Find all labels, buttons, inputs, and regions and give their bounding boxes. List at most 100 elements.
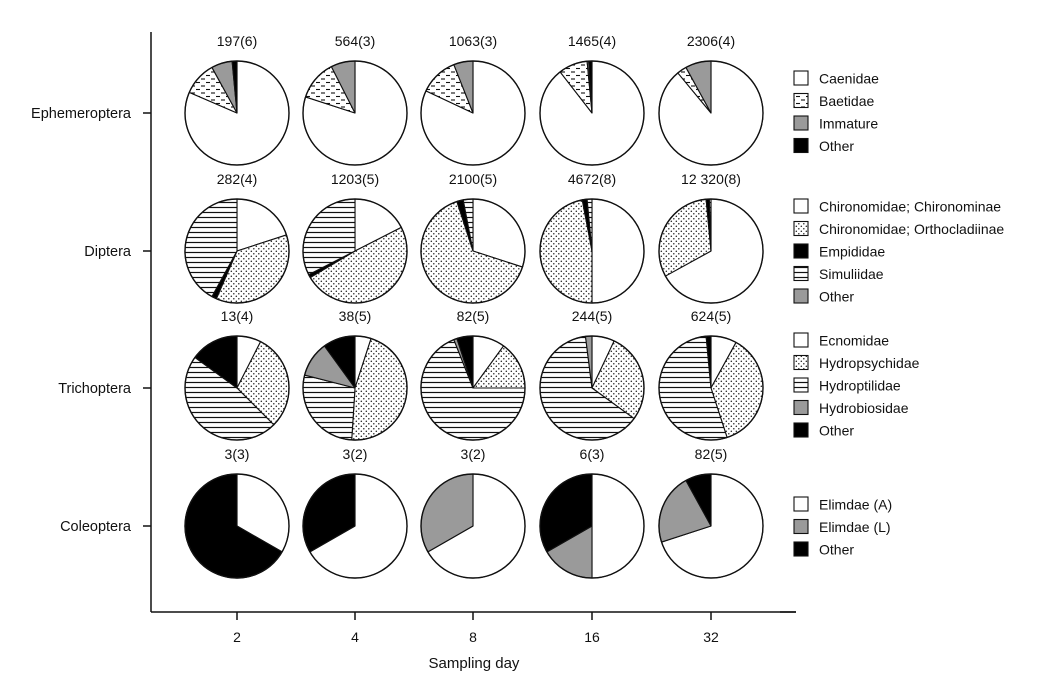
legend-label-other: Other: [819, 423, 854, 439]
legend-swatch-hydropsychidae: [793, 354, 809, 371]
pie-diptera-day-4: 1203(5): [302, 171, 408, 304]
pie-outline: [539, 198, 645, 304]
pie-count-label: 2306(4): [687, 33, 735, 49]
legend-label-elimdae-a: Elimdae (A): [819, 497, 892, 513]
legend-trichoptera: Ecnomidae Hydropsychidae Hydroptilidae Hydr…: [793, 332, 920, 439]
pie-count-label: 564(3): [335, 33, 375, 49]
legend-swatch-elimdae-l: [793, 518, 809, 535]
x-axis-label: Sampling day: [429, 655, 520, 672]
legend-swatch-other: [793, 422, 809, 438]
pie-outline: [658, 60, 764, 166]
pie-outline: [420, 60, 526, 166]
pie-count-label: 82(5): [457, 308, 490, 324]
pie-count-label: 1063(3): [449, 33, 497, 49]
pie-outline: [658, 335, 764, 441]
legend-label-ecnomidae: Ecnomidae: [819, 333, 889, 349]
legend-label-other: Other: [819, 138, 854, 154]
legend-diptera: Chironomidae; Chironominae Chironomidae; …: [793, 198, 1004, 305]
pie-count-label: 1203(5): [331, 171, 379, 187]
pie-outline: [302, 473, 408, 579]
pie-trichoptera-day-32: 624(5): [658, 308, 764, 441]
pie-ephemeroptera-day-16: 1465(4): [539, 33, 645, 166]
pie-count-label: 282(4): [217, 171, 257, 187]
legend-swatch-baetidae: [793, 92, 809, 109]
pie-count-label: 12 320(8): [681, 171, 741, 187]
legend-label-chironomidae-chironominae: Chironomidae; Chironominae: [819, 199, 1001, 215]
pie-coleoptera-day-4: 3(2): [302, 446, 408, 579]
x-tick-label: 2: [233, 629, 241, 645]
legend-swatch-caenidae: [793, 70, 809, 86]
pie-trichoptera-day-4: 38(5): [302, 308, 408, 441]
pie-outline: [184, 335, 290, 441]
pie-outline: [658, 198, 764, 304]
row-label-diptera: Diptera: [84, 244, 132, 260]
pie-count-label: 2100(5): [449, 171, 497, 187]
pie-diptera-day-2: 282(4): [184, 171, 290, 304]
pie-outline: [184, 198, 290, 304]
pie-outline: [420, 473, 526, 579]
pie-count-label: 3(2): [461, 446, 486, 462]
legend-swatch-immature: [793, 115, 809, 131]
pie-diptera-day-32: 12 320(8): [658, 171, 764, 304]
legend-swatch-hydroptilidae: [793, 377, 809, 393]
pie-coleoptera-day-16: 6(3): [539, 446, 645, 579]
pie-coleoptera-day-32: 82(5): [658, 446, 764, 579]
legend-swatch-hydrobiosidae: [793, 399, 809, 416]
pie-outline: [420, 198, 526, 304]
pie-slice-chironomidae-orthocladiinae: [539, 199, 593, 304]
pie-count-label: 3(3): [225, 446, 250, 462]
pie-coleoptera-day-2: 3(3): [184, 446, 290, 579]
pie-trichoptera-day-16: 244(5): [539, 308, 645, 441]
legend-label-simuliidae: Simuliidae: [819, 266, 884, 282]
pie-outline: [184, 60, 290, 166]
pie-ephemeroptera-day-8: 1063(3): [420, 33, 526, 166]
pie-count-label: 6(3): [580, 446, 605, 462]
legend-layer: CaenidaeBaetidaeImmatureOtherChironomida…: [793, 70, 1004, 558]
pie-outline: [539, 60, 645, 166]
pie-count-label: 197(6): [217, 33, 257, 49]
legend-swatch-empididae: [793, 243, 809, 259]
pie-trichoptera-day-8: 82(5): [420, 308, 526, 441]
pie-outline: [302, 335, 408, 441]
legend-swatch-ecnomidae: [793, 332, 809, 348]
legend-label-hydrobiosidae: Hydrobiosidae: [819, 400, 909, 416]
pie-count-label: 82(5): [695, 446, 728, 462]
pie-diptera-day-8: 2100(5): [420, 171, 526, 304]
legend-label-hydropsychidae: Hydropsychidae: [819, 355, 920, 371]
pie-count-label: 1465(4): [568, 33, 616, 49]
pie-outline: [539, 335, 645, 441]
pie-count-label: 4672(8): [568, 171, 616, 187]
row-label-trichoptera: Trichoptera: [58, 381, 132, 397]
pie-outline: [420, 335, 526, 441]
legend-label-hydroptilidae: Hydroptilidae: [819, 378, 901, 394]
pies-layer: 2 4 8 16 32 Ephemeroptera 197(6) 564(3) 1063(3) 1…: [31, 33, 764, 645]
x-tick-label: 32: [703, 629, 719, 645]
pie-outline: [539, 473, 645, 579]
pie-count-label: 38(5): [339, 308, 372, 324]
legend-swatch-chironomidae-orthocladiinae: [793, 220, 809, 237]
legend-swatch-simuliidae: [793, 265, 809, 282]
pie-slice-elimdae-a: [591, 473, 645, 579]
pie-count-label: 13(4): [221, 308, 254, 324]
pie-coleoptera-day-8: 3(2): [420, 446, 526, 579]
pie-ephemeroptera-day-32: 2306(4): [658, 33, 764, 166]
pie-ephemeroptera-day-4: 564(3): [302, 33, 408, 166]
legend-label-elimdae-l: Elimdae (L): [819, 519, 891, 535]
x-tick-label: 4: [351, 629, 359, 645]
pie-diptera-day-16: 4672(8): [539, 171, 645, 304]
legend-swatch-other: [793, 137, 809, 154]
legend-label-baetidae: Baetidae: [819, 93, 874, 109]
pie-count-label: 244(5): [572, 308, 612, 324]
legend-coleoptera: Elimdae (A) Elimdae (L) Other: [793, 496, 892, 558]
legend-label-other: Other: [819, 542, 854, 558]
pie-outline: [184, 473, 290, 579]
pie-outline: [302, 198, 408, 304]
pie-trichoptera-day-2: 13(4): [184, 308, 290, 441]
x-tick-label: 16: [584, 629, 600, 645]
legend-swatch-elimdae-a: [793, 496, 809, 512]
legend-label-empididae: Empididae: [819, 244, 885, 260]
pie-slice-chironomidae-chironominae: [591, 198, 645, 304]
row-label-ephemeroptera: Ephemeroptera: [31, 106, 132, 122]
pie-count-label: 3(2): [343, 446, 368, 462]
